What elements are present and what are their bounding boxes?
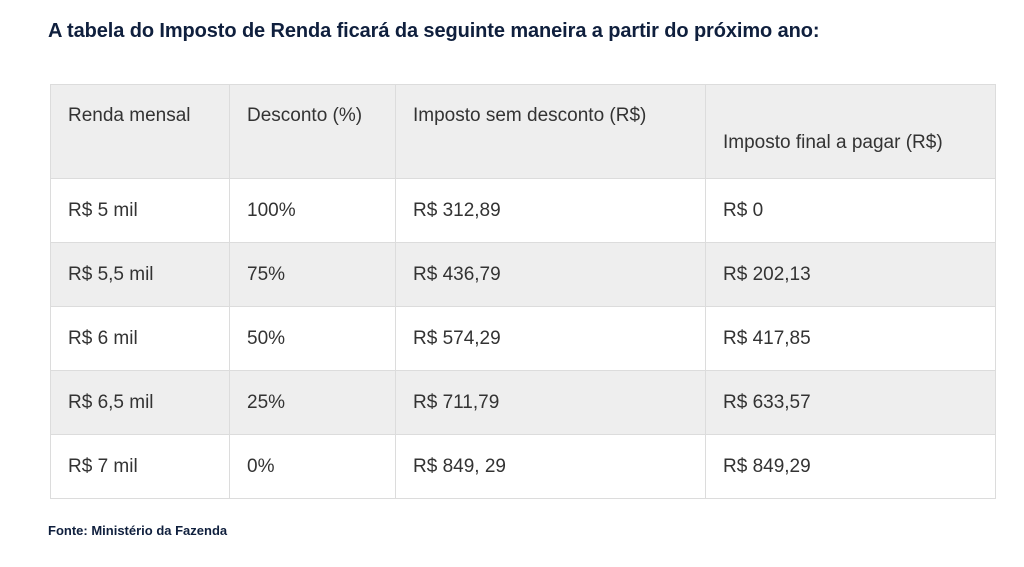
cell-monthly-income: R$ 5 mil <box>50 178 230 243</box>
header-monthly-income: Renda mensal <box>50 84 230 179</box>
cell-tax-without-discount: R$ 574,29 <box>395 306 706 371</box>
cell-tax-without-discount: R$ 711,79 <box>395 370 706 435</box>
cell-monthly-income: R$ 6 mil <box>50 306 230 371</box>
header-tax-without-discount: Imposto sem desconto (R$) <box>395 84 706 179</box>
cell-discount: 50% <box>229 306 396 371</box>
table-header: Renda mensal Desconto (%) Imposto sem de… <box>50 84 996 179</box>
table-row: R$ 6,5 mil 25% R$ 711,79 R$ 633,57 <box>50 370 996 435</box>
cell-tax-without-discount: R$ 849, 29 <box>395 434 706 499</box>
cell-final-tax: R$ 202,13 <box>705 242 996 307</box>
header-final-tax: Imposto final a pagar (R$) <box>705 84 996 179</box>
source-note: Fonte: Ministério da Fazenda <box>48 523 228 538</box>
cell-final-tax: R$ 633,57 <box>705 370 996 435</box>
cell-tax-without-discount: R$ 436,79 <box>395 242 706 307</box>
cell-discount: 0% <box>229 434 396 499</box>
cell-monthly-income: R$ 5,5 mil <box>50 242 230 307</box>
cell-monthly-income: R$ 7 mil <box>50 434 230 499</box>
table-row: R$ 7 mil 0% R$ 849, 29 R$ 849,29 <box>50 434 996 499</box>
cell-discount: 75% <box>229 242 396 307</box>
cell-final-tax: R$ 0 <box>705 178 996 243</box>
table-row: R$ 6 mil 50% R$ 574,29 R$ 417,85 <box>50 306 996 371</box>
table-row: R$ 5,5 mil 75% R$ 436,79 R$ 202,13 <box>50 242 996 307</box>
table-row: R$ 5 mil 100% R$ 312,89 R$ 0 <box>50 178 996 243</box>
header-row: Renda mensal Desconto (%) Imposto sem de… <box>50 84 996 179</box>
header-discount: Desconto (%) <box>229 84 396 179</box>
cell-final-tax: R$ 417,85 <box>705 306 996 371</box>
page-title: A tabela do Imposto de Renda ficará da s… <box>48 20 820 42</box>
cell-tax-without-discount: R$ 312,89 <box>395 178 706 243</box>
table-body: R$ 5 mil 100% R$ 312,89 R$ 0 R$ 5,5 mil … <box>50 178 996 499</box>
cell-final-tax: R$ 849,29 <box>705 434 996 499</box>
cell-monthly-income: R$ 6,5 mil <box>50 370 230 435</box>
cell-discount: 25% <box>229 370 396 435</box>
cell-discount: 100% <box>229 178 396 243</box>
income-tax-table: Renda mensal Desconto (%) Imposto sem de… <box>50 84 996 499</box>
